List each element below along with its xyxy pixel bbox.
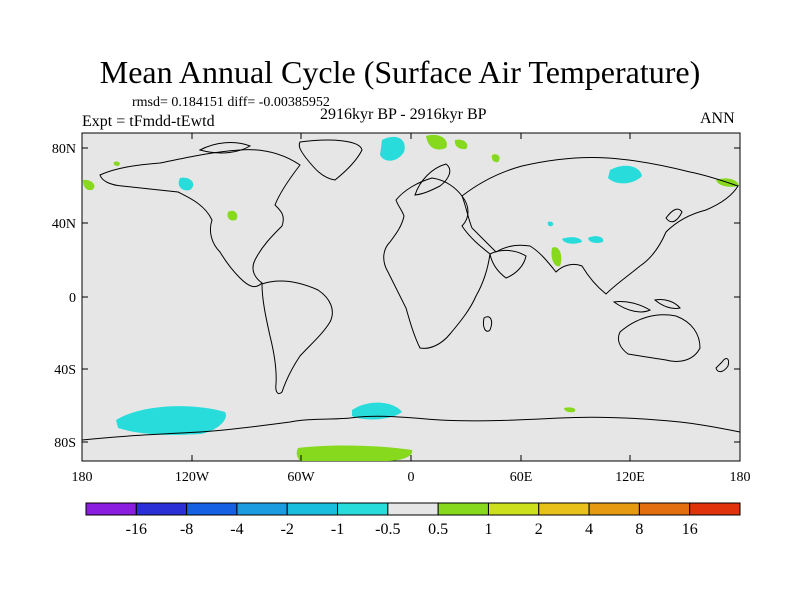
colorbar-label: -1 (331, 521, 344, 538)
colorbar-box (487, 502, 540, 516)
patch-svalbard (380, 136, 405, 161)
lat-axis (82, 147, 740, 443)
coast-arabia (489, 249, 527, 279)
season-label: ANN (700, 110, 735, 127)
coast-indonesia (612, 301, 652, 313)
patch-india-green (551, 247, 562, 267)
patch-tibet-2 (588, 236, 604, 243)
patch-weddell (352, 402, 402, 420)
colorbar-label: -2 (281, 521, 294, 538)
coast-australia (617, 314, 701, 362)
lon-label-60w: 60W (287, 470, 315, 485)
colorbar-label: 4 (585, 521, 593, 538)
lon-label-120w: 120W (175, 470, 210, 485)
period-label: 2916kyr BP - 2916kyr BP (320, 106, 487, 123)
coast-antarctica (81, 415, 741, 441)
lat-label-0: 0 (69, 291, 76, 306)
colorbar-box (286, 502, 339, 516)
patch-bering-green (113, 161, 120, 166)
patch-tibet-1 (562, 237, 582, 244)
colorbar-labels: -16 -8 -4 -2 -1 -0.5 0.5 1 2 4 8 16 (126, 521, 698, 538)
colorbar-box (186, 502, 238, 516)
patch-na-green (227, 210, 238, 221)
coastlines (81, 139, 741, 441)
coast-new-zealand (715, 358, 729, 373)
coast-greenland (298, 139, 363, 181)
lat-labels: 80N 40N 0 40S 80S (52, 142, 76, 451)
colorbar-label: -8 (180, 521, 193, 538)
colorbar-box (638, 502, 691, 516)
lon-label-60e: 60E (510, 470, 533, 485)
coast-new-guinea (653, 299, 681, 309)
lat-label-80s: 80S (54, 436, 76, 451)
negative-anomaly-patches (116, 136, 642, 435)
coast-scandinavia (414, 163, 451, 196)
colorbar-box (135, 502, 188, 516)
coast-madagascar (483, 316, 493, 332)
patch-central-asia (547, 221, 554, 227)
patch-canada (178, 177, 194, 191)
colorbar-box (387, 502, 439, 516)
stats-line: rmsd= 0.184151 diff= -0.00385952 (132, 95, 330, 110)
coast-arctic-islands (198, 142, 252, 154)
lon-axis (191, 133, 631, 461)
lat-label-80n: 80N (52, 142, 76, 157)
colorbar (85, 502, 741, 516)
patch-arctic-green-1 (426, 134, 447, 150)
patch-arctic-green-3 (491, 154, 500, 163)
lon-label-180e: 180 (730, 470, 751, 485)
colorbar-label: 8 (635, 521, 643, 538)
coast-japan (665, 208, 683, 223)
colorbar-label: 2 (535, 521, 543, 538)
colorbar-box (337, 502, 389, 516)
colorbar-box (85, 502, 137, 516)
experiment-label: Expt = tFmdd-tEwtd (82, 113, 215, 130)
lon-label-120e: 120E (615, 470, 645, 485)
positive-anomaly-patches (83, 134, 739, 461)
patch-alaska-green (83, 179, 95, 191)
lon-label-0: 0 (408, 470, 415, 485)
colorbar-label: -0.5 (375, 521, 400, 538)
patch-antarctic-green (296, 445, 413, 461)
colorbar-label: -16 (126, 521, 147, 538)
colorbar-label: -4 (230, 521, 243, 538)
colorbar-box (588, 502, 640, 516)
lat-label-40n: 40N (52, 217, 76, 232)
patch-siberia (608, 165, 642, 184)
colorbar-box (437, 502, 489, 516)
colorbar-box (689, 502, 741, 516)
colorbar-box (236, 502, 288, 516)
coast-south-america (261, 280, 333, 395)
lon-label-180w: 180 (72, 470, 93, 485)
patch-indian-ocean-green (564, 407, 576, 413)
patch-arctic-green-2 (454, 139, 468, 150)
coast-asia (461, 156, 739, 295)
lat-label-40s: 40S (54, 363, 76, 378)
colorbar-label: 0.5 (428, 521, 448, 538)
lon-labels: 180 120W 60W 0 60E 120E 180 (72, 470, 751, 485)
patch-south-pacific (116, 406, 226, 435)
colorbar-label: 16 (682, 521, 698, 538)
colorbar-box (538, 502, 590, 516)
colorbar-label: 1 (484, 521, 492, 538)
plot-title: Mean Annual Cycle (Surface Air Temperatu… (99, 54, 701, 90)
